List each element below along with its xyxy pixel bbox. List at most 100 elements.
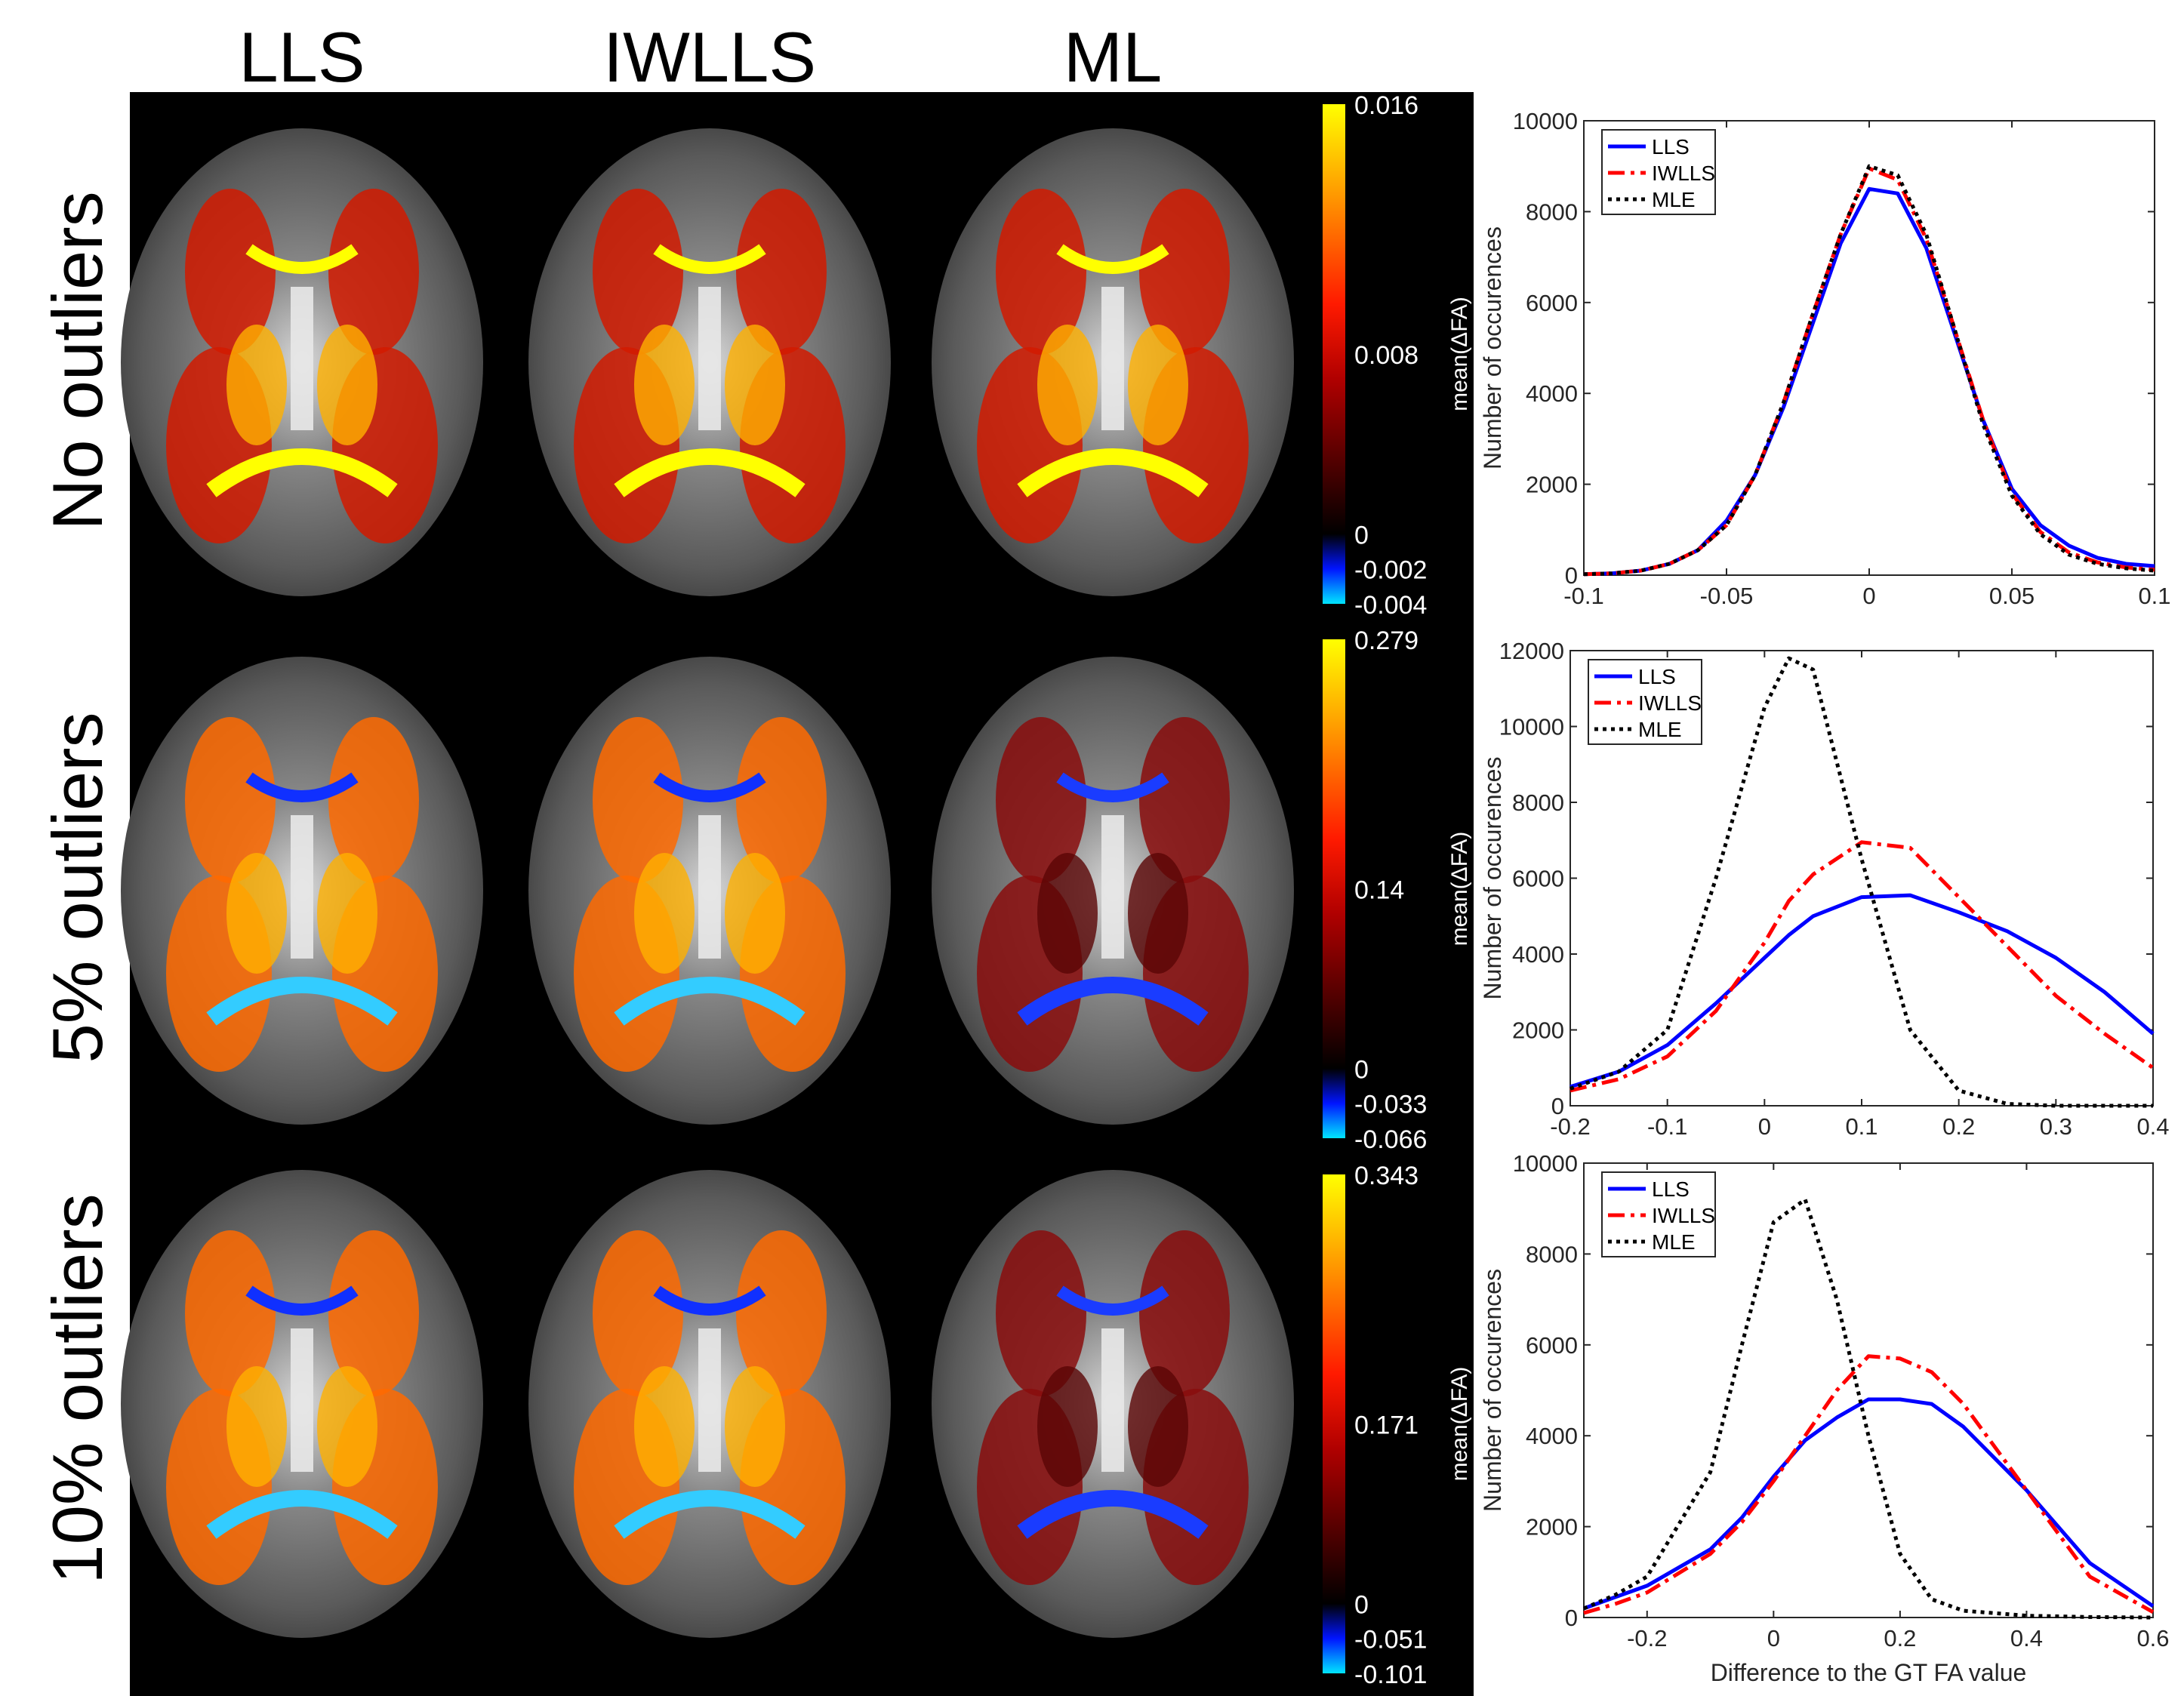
legend-label-lls: LLS — [1652, 1177, 1690, 1201]
legend-label-mle: MLE — [1638, 718, 1682, 741]
brain-map-10pct-outliers-iwlls — [528, 1170, 891, 1638]
series-line-iwlls — [1583, 166, 2155, 577]
colorbar-label: mean(ΔFA) — [1447, 297, 1472, 411]
colorbar-tick-label: 0.008 — [1354, 341, 1419, 370]
colorbar-tick-label: -0.066 — [1354, 1125, 1427, 1154]
colorbar-tick-label: -0.101 — [1354, 1661, 1427, 1689]
column-header-ml: ML — [1064, 17, 1163, 97]
colorbar-label: mean(ΔFA) — [1447, 832, 1472, 946]
x-tick-label: 0.1 — [1845, 1113, 1878, 1140]
x-tick-label: 0 — [1767, 1625, 1780, 1651]
y-tick-label: 6000 — [1526, 1332, 1578, 1359]
row-label-no-outliers: No outliers — [38, 191, 117, 530]
colorbar-tick-label: 0 — [1354, 1590, 1369, 1619]
brain-map-5pct-outliers-iwlls — [528, 657, 891, 1125]
colorbar-tick-label: 0.279 — [1354, 626, 1419, 655]
y-tick-label: 8000 — [1526, 1241, 1578, 1267]
legend-label-iwlls: IWLLS — [1638, 691, 1702, 715]
colorbar-tick-label: 0.171 — [1354, 1411, 1419, 1440]
colorbar-tick-label: -0.004 — [1354, 591, 1427, 620]
brain-map-grid — [121, 128, 1294, 1638]
series-line-mle — [1583, 1197, 2154, 1620]
x-tick-label: -0.2 — [1627, 1625, 1667, 1651]
legend-label-lls: LLS — [1638, 665, 1676, 688]
colorbar-label: mean(ΔFA) — [1447, 1367, 1472, 1482]
histogram-charts: 0 2000 4000 6000 8000 10000 -0.1 -0.05 0 0.05 0.1 N… — [1479, 108, 2171, 1686]
y-tick-label: 10000 — [1513, 1150, 1578, 1177]
legend-label-mle: MLE — [1652, 1230, 1696, 1254]
x-axis-label: Difference to the GT FA value — [1711, 1659, 2027, 1686]
y-tick-label: 4000 — [1526, 380, 1578, 407]
series-line-mle — [1569, 656, 2153, 1108]
y-tick-label: 6000 — [1512, 866, 1564, 892]
y-tick-label: 2000 — [1526, 472, 1578, 498]
legend-label-lls: LLS — [1652, 135, 1690, 159]
histogram-chart-1: 0 2000 4000 6000 8000 10000 -0.1 -0.05 0 0.05 0.1 N… — [1479, 108, 2171, 609]
colorbar-gradient — [1323, 1174, 1345, 1673]
x-tick-label: -0.1 — [1647, 1113, 1687, 1140]
colorbar-tick-label: -0.051 — [1354, 1626, 1427, 1654]
row-label-10-outliers: 10% outliers — [38, 1193, 117, 1584]
x-tick-label: 0.4 — [2136, 1113, 2169, 1140]
x-tick-label: 0.6 — [2136, 1625, 2169, 1651]
y-tick-label: 4000 — [1526, 1423, 1578, 1449]
x-tick-label: 0.1 — [2138, 583, 2170, 609]
y-tick-label: 2000 — [1512, 1017, 1564, 1044]
y-tick-label: 8000 — [1512, 790, 1564, 816]
legend-label-mle: MLE — [1652, 188, 1696, 211]
brain-map-10pct-outliers-lls — [121, 1170, 483, 1638]
series-line-lls — [1583, 186, 2155, 577]
x-tick-label: -0.05 — [1700, 583, 1754, 609]
x-tick-label: 0 — [1862, 583, 1875, 609]
colorbar-tick-label: -0.002 — [1354, 556, 1427, 585]
colorbar-tick-label: 0 — [1354, 1055, 1369, 1084]
y-tick-label: 2000 — [1526, 1514, 1578, 1541]
colorbar-tick-label: 0.016 — [1354, 91, 1419, 120]
y-axis-label: Number of occurences — [1479, 757, 1506, 1000]
brain-map-no-outliers-iwlls — [528, 128, 891, 596]
y-tick-label: 0 — [1565, 562, 1578, 589]
colorbar-tick-label: 0.343 — [1354, 1162, 1419, 1190]
x-tick-label: 0.05 — [1989, 583, 2035, 609]
series-line-lls — [1569, 893, 2155, 1089]
brain-map-10pct-outliers-ml — [932, 1170, 1294, 1638]
y-tick-label: 6000 — [1526, 290, 1578, 316]
y-tick-label: 12000 — [1499, 638, 1564, 664]
y-axis-label: Number of occurences — [1479, 1269, 1506, 1512]
colorbar-3: 0.343 0.171 0 -0.051 -0.101 mean(ΔFA) — [1323, 1162, 1472, 1689]
x-tick-label: 0.4 — [2010, 1625, 2043, 1651]
legend-label-iwlls: IWLLS — [1652, 162, 1715, 185]
y-tick-label: 10000 — [1513, 108, 1578, 134]
x-tick-label: 0.3 — [2040, 1113, 2072, 1140]
colorbar-tick-label: 0.14 — [1354, 876, 1404, 905]
brain-map-5pct-outliers-lls — [121, 657, 483, 1125]
y-tick-label: 4000 — [1512, 941, 1564, 968]
column-header-iwlls: IWLLS — [603, 17, 816, 97]
x-tick-label: -0.1 — [1563, 583, 1603, 609]
series-line-mle — [1583, 164, 2155, 577]
brain-map-no-outliers-ml — [932, 128, 1294, 596]
colorbar-2: 0.279 0.14 0 -0.033 -0.066 mean(ΔFA) — [1323, 626, 1472, 1154]
colorbar-tick-label: 0 — [1354, 521, 1369, 549]
brain-map-no-outliers-lls — [121, 128, 483, 596]
x-tick-label: 0 — [1758, 1113, 1771, 1140]
x-tick-label: -0.2 — [1550, 1113, 1590, 1140]
legend-label-iwlls: IWLLS — [1652, 1204, 1715, 1227]
series-line-iwlls — [1583, 1354, 2155, 1615]
histogram-chart-3: 0 2000 4000 6000 8000 10000 -0.2 0 0.2 0.4 0.6 Numb… — [1479, 1150, 2170, 1686]
y-tick-label: 0 — [1551, 1093, 1564, 1119]
colorbar-gradient — [1323, 639, 1345, 1138]
brain-map-5pct-outliers-ml — [932, 657, 1294, 1125]
colorbar-gradient — [1323, 104, 1345, 604]
series-line-iwlls — [1569, 840, 2155, 1093]
y-tick-label: 10000 — [1499, 714, 1564, 740]
colorbar-tick-label: -0.033 — [1354, 1091, 1427, 1119]
y-tick-label: 0 — [1565, 1605, 1578, 1631]
y-tick-label: 8000 — [1526, 199, 1578, 225]
x-tick-label: 0.2 — [1884, 1625, 1916, 1651]
y-axis-label: Number of occurences — [1479, 226, 1506, 469]
histogram-chart-2: 0 2000 4000 6000 8000 10000 12000 -0.2 -0.1 0 0.1 0… — [1479, 638, 2170, 1140]
colorbar-1: 0.016 0.008 0 -0.002 -0.004 mean(ΔFA) — [1323, 91, 1472, 620]
colorbars: 0.016 0.008 0 -0.002 -0.004 mean(ΔFA) 0.279 0.1… — [1323, 91, 1472, 1689]
